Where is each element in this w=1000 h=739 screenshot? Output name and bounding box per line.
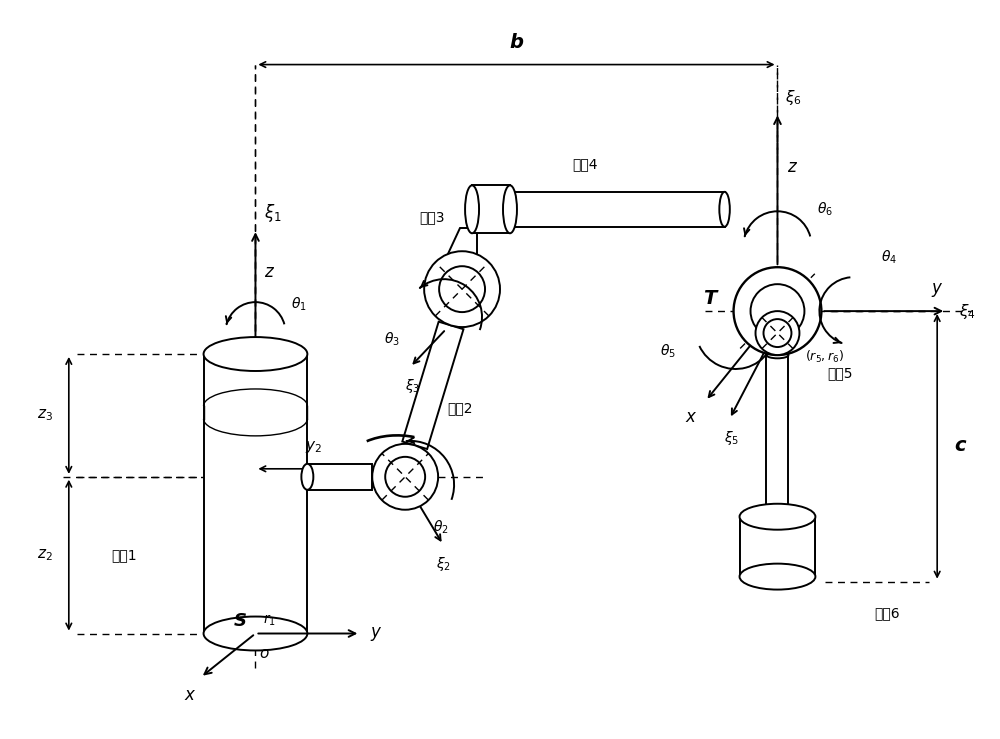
Text: 关节5: 关节5 <box>827 366 853 380</box>
Ellipse shape <box>503 185 517 234</box>
Polygon shape <box>505 192 725 227</box>
Circle shape <box>751 285 804 338</box>
Text: $r_4$: $r_4$ <box>799 321 813 336</box>
Text: $r_1$: $r_1$ <box>263 612 276 627</box>
Text: $y$: $y$ <box>370 624 383 642</box>
Text: $\xi_5$: $\xi_5$ <box>724 429 739 447</box>
Text: $z_2$: $z_2$ <box>37 548 53 563</box>
Text: $\boldsymbol{c}$: $\boldsymbol{c}$ <box>954 437 967 455</box>
Ellipse shape <box>204 616 307 650</box>
Text: 关节2: 关节2 <box>447 401 473 415</box>
Polygon shape <box>740 517 815 576</box>
Ellipse shape <box>204 337 307 371</box>
Text: $\theta_1$: $\theta_1$ <box>291 296 307 313</box>
Circle shape <box>734 268 821 355</box>
Circle shape <box>756 311 799 355</box>
Text: 关节1: 关节1 <box>111 548 137 562</box>
Polygon shape <box>766 355 788 517</box>
Text: $y_2$: $y_2$ <box>305 439 322 454</box>
Text: $r_3$: $r_3$ <box>480 276 493 291</box>
Text: $\xi_4$: $\xi_4$ <box>959 302 976 321</box>
Text: $x$: $x$ <box>685 409 698 426</box>
Text: $\boldsymbol{S}$: $\boldsymbol{S}$ <box>233 611 246 630</box>
Ellipse shape <box>719 192 730 227</box>
Text: $\xi_2$: $\xi_2$ <box>436 555 451 573</box>
Ellipse shape <box>301 464 313 490</box>
Ellipse shape <box>766 352 788 358</box>
Polygon shape <box>472 185 510 234</box>
Text: $\theta_4$: $\theta_4$ <box>881 249 897 266</box>
Circle shape <box>439 266 485 312</box>
Text: 关节3: 关节3 <box>419 211 445 224</box>
Text: $\boldsymbol{b}$: $\boldsymbol{b}$ <box>509 33 524 52</box>
Text: $z_3$: $z_3$ <box>37 408 53 423</box>
Text: $\theta_3$: $\theta_3$ <box>384 331 400 349</box>
Text: $x$: $x$ <box>184 687 197 704</box>
Text: $\theta_5$: $\theta_5$ <box>660 343 676 361</box>
Text: $\theta_2$: $\theta_2$ <box>433 519 449 536</box>
Ellipse shape <box>766 514 788 520</box>
Text: $o$: $o$ <box>259 647 270 661</box>
Circle shape <box>372 444 438 510</box>
Polygon shape <box>204 354 307 633</box>
Text: 关节4: 关节4 <box>572 157 598 171</box>
Text: $\theta_6$: $\theta_6$ <box>817 200 833 218</box>
Ellipse shape <box>740 564 815 590</box>
Polygon shape <box>447 228 477 256</box>
Ellipse shape <box>500 192 510 227</box>
Polygon shape <box>307 464 372 490</box>
Text: $z$: $z$ <box>264 264 276 281</box>
Ellipse shape <box>740 504 815 530</box>
Ellipse shape <box>465 185 479 234</box>
Circle shape <box>764 319 791 347</box>
Polygon shape <box>402 321 463 449</box>
Text: $\xi_6$: $\xi_6$ <box>785 89 802 107</box>
Circle shape <box>424 251 500 327</box>
Circle shape <box>385 457 425 497</box>
Text: 关节6: 关节6 <box>874 607 900 621</box>
Text: $\boldsymbol{T}$: $\boldsymbol{T}$ <box>703 290 720 308</box>
Text: $y$: $y$ <box>931 281 944 299</box>
Text: $z$: $z$ <box>787 159 799 176</box>
Text: $\xi_3$: $\xi_3$ <box>405 377 420 395</box>
Text: $(r_5,r_6)$: $(r_5,r_6)$ <box>805 349 845 365</box>
Text: $\xi_1$: $\xi_1$ <box>264 202 282 224</box>
